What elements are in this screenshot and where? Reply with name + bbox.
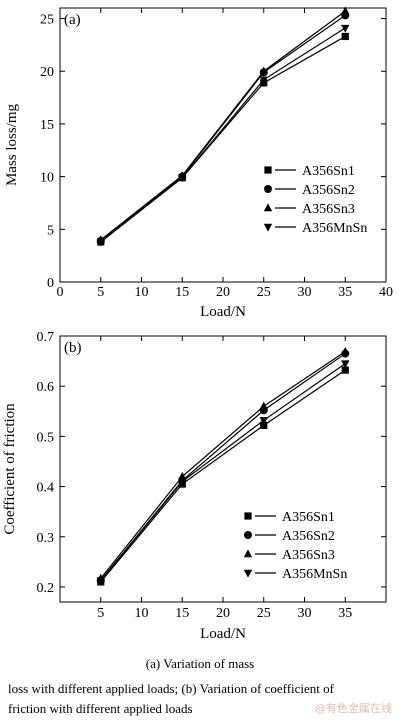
legend-entry: A356MnSn	[263, 221, 367, 236]
x-tick-label: 35	[338, 285, 352, 300]
plot-frame	[59, 7, 387, 283]
y-tick-label: 20	[40, 65, 54, 80]
series-line	[100, 363, 346, 581]
caption-line-2: loss with different applied loads; (b) V…	[8, 681, 334, 696]
watermark-text: @有色金属在线	[315, 702, 392, 715]
series-line	[100, 27, 346, 243]
legend: A356Sn1 A356Sn2 A356Sn3 A356MnSn	[263, 164, 367, 236]
chart-panel-b: 5 10 15 20 25 30 35 0.2 0.3 0.4 0.5 0.6 0.7 Load/N Coe…	[2, 330, 387, 642]
series-line	[100, 10, 346, 241]
data-point	[341, 6, 350, 15]
legend-entry: A356MnSn	[243, 567, 347, 582]
legend-entry: A356Sn1	[244, 510, 335, 525]
data-point	[341, 366, 349, 374]
legend-label: A356MnSn	[302, 221, 367, 236]
x-tick-label: 0	[57, 285, 64, 300]
x-tick-label: 20	[216, 285, 230, 300]
legend-marker	[264, 185, 272, 193]
data-point	[259, 76, 268, 85]
series-line	[100, 351, 346, 579]
data-point	[259, 66, 268, 75]
panel-label: (a)	[64, 12, 81, 28]
caption-line-3: friction with different applied loads	[8, 701, 193, 716]
y-tick-label: 25	[40, 13, 54, 28]
legend-entry: A356Sn1	[264, 164, 355, 179]
y-tick-label: 0.7	[37, 330, 55, 345]
legend-entry: A356Sn2	[264, 183, 355, 198]
legend-entry: A356Sn3	[263, 202, 355, 217]
legend: A356Sn1 A356Sn2 A356Sn3 A356MnSn	[243, 510, 347, 582]
legend-entry: A356Sn2	[244, 529, 335, 544]
legend-marker	[243, 569, 253, 578]
x-axis-title: Load/N	[200, 304, 246, 320]
data-point	[341, 24, 350, 33]
x-tick-label: 5	[97, 285, 104, 300]
y-tick-label: 0	[47, 276, 54, 291]
y-axis-title: Coefficient of friction	[2, 403, 18, 535]
series-a356mnsn	[96, 24, 350, 247]
y-tick-label: 0.6	[37, 380, 55, 395]
legend-label: A356Sn1	[282, 510, 335, 525]
x-tick-label: 30	[298, 606, 312, 621]
series-line	[100, 14, 346, 242]
y-tick-label: 0.4	[37, 481, 55, 496]
data-point	[96, 577, 105, 586]
x-tick-label: 15	[175, 285, 189, 300]
legend-marker	[244, 531, 252, 539]
x-tick-label: 10	[135, 285, 149, 300]
legend-marker	[264, 166, 272, 174]
legend-marker	[263, 223, 273, 232]
data-point	[259, 417, 268, 425]
x-tick-label: 40	[379, 285, 393, 300]
legend-label: A356Sn1	[302, 164, 355, 179]
legend-marker	[243, 549, 253, 558]
y-tick-label: 15	[40, 118, 54, 133]
data-point	[259, 401, 268, 410]
data-point	[341, 346, 350, 355]
data-point	[260, 421, 268, 429]
legend-label: A356Sn3	[282, 548, 335, 563]
legend-marker	[263, 203, 273, 212]
data-point	[178, 471, 187, 480]
x-axis-title: Load/N	[200, 626, 246, 642]
data-point	[178, 174, 187, 183]
x-tick-label: 15	[175, 606, 189, 621]
legend-entry: A356Sn3	[243, 548, 335, 563]
x-tick-label: 10	[135, 606, 149, 621]
legend-label: A356Sn2	[302, 183, 355, 198]
x-tick-label: 25	[257, 285, 271, 300]
y-axis-title: Mass loss/mg	[4, 103, 20, 186]
y-tick-label: 0.3	[37, 531, 55, 546]
series-a356sn3	[96, 346, 350, 582]
legend-marker	[244, 512, 252, 520]
data-point	[341, 32, 349, 41]
y-tick-label: 10	[40, 171, 54, 186]
caption-panel-a: (a) Variation of mass	[145, 656, 255, 671]
x-tick-label: 30	[298, 285, 312, 300]
y-tick-label: 0.2	[37, 581, 55, 596]
y-tick-label: 0.5	[37, 430, 55, 445]
x-tick-label: 20	[216, 606, 230, 621]
series-line	[100, 369, 346, 583]
legend-label: A356Sn3	[302, 202, 355, 217]
panel-label: (b)	[64, 340, 82, 356]
x-tick-label: 25	[257, 606, 271, 621]
legend-label: A356MnSn	[282, 567, 347, 582]
data-point	[341, 360, 350, 369]
series-line	[100, 353, 346, 581]
figure-svg: 0 5 10 15 20 25 30 35 40 0 5 10 15 20 25 Load/N Mass los…	[2, 6, 393, 642]
series-a356mnsn	[96, 360, 350, 586]
data-point	[178, 478, 187, 487]
chart-panel-a: 0 5 10 15 20 25 30 35 40 0 5 10 15 20 25 Load/N Mass los…	[4, 6, 393, 320]
y-tick-label: 5	[47, 223, 54, 238]
data-point	[96, 238, 105, 247]
x-tick-label: 35	[338, 606, 352, 621]
x-tick-label: 5	[97, 606, 104, 621]
legend-label: A356Sn2	[282, 529, 335, 544]
